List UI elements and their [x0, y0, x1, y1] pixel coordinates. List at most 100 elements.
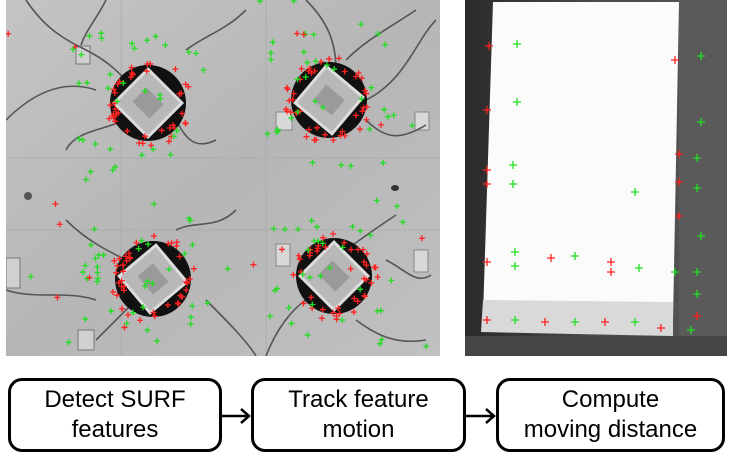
feature-marker: [355, 246, 362, 253]
track-step-line1: Track feature: [288, 386, 429, 413]
feature-marker: [308, 294, 315, 301]
feature-marker: [186, 276, 193, 283]
feature-marker: [98, 35, 105, 42]
feature-marker: [358, 75, 365, 82]
feature-marker: [187, 217, 194, 224]
feature-marker: [87, 168, 94, 175]
feature-marker: [331, 66, 338, 73]
feature-marker: [144, 278, 151, 285]
feature-marker: [355, 69, 362, 76]
feature-marker: [271, 287, 278, 294]
feature-marker: [141, 88, 148, 95]
feature-marker: [140, 304, 147, 311]
feature-marker: [151, 313, 158, 320]
feature-marker: [108, 307, 115, 314]
feature-marker: [361, 258, 368, 265]
feature-marker: [675, 150, 683, 158]
feature-marker: [133, 239, 140, 246]
feature-marker: [309, 301, 316, 308]
feature-marker: [399, 219, 406, 226]
feature-marker: [120, 80, 127, 87]
feature-marker: [94, 263, 101, 270]
feature-marker: [114, 98, 121, 105]
feature-marker: [122, 253, 129, 260]
feature-marker: [267, 49, 274, 56]
feature-marker: [224, 265, 231, 272]
feature-marker: [92, 141, 99, 148]
feature-marker: [374, 274, 381, 281]
feature-marker: [361, 275, 368, 282]
feature-marker: [118, 277, 125, 284]
feature-marker: [356, 126, 363, 133]
feature-marker: [125, 250, 132, 257]
feature-marker: [351, 295, 358, 302]
feature-marker: [657, 324, 665, 332]
feature-marker: [367, 232, 374, 239]
feature-marker: [693, 184, 701, 192]
feature-marker: [384, 113, 391, 120]
feature-marker: [354, 298, 361, 305]
feature-marker: [359, 108, 366, 115]
robot-3: [115, 241, 191, 317]
feature-marker: [300, 31, 307, 38]
feature-marker: [306, 126, 313, 133]
feature-marker: [339, 317, 346, 324]
feature-marker: [111, 89, 118, 96]
feature-marker: [290, 0, 297, 5]
feature-marker: [671, 56, 679, 64]
feature-marker: [393, 203, 400, 210]
feature-marker: [335, 55, 342, 62]
compute-step-line1: Compute: [561, 386, 660, 413]
feature-marker: [388, 277, 395, 284]
feature-marker: [513, 40, 521, 48]
feature-marker: [317, 58, 324, 65]
feature-marker: [330, 309, 337, 316]
feature-marker: [368, 84, 375, 91]
feature-marker: [143, 68, 150, 75]
feature-marker: [150, 309, 157, 316]
feature-marker: [607, 258, 615, 266]
feature-marker: [513, 98, 521, 106]
feature-marker: [120, 262, 127, 269]
feature-marker: [298, 65, 305, 72]
feature-marker: [87, 241, 94, 248]
feature-marker: [511, 316, 519, 324]
feature-marker: [112, 163, 119, 170]
feature-marker: [375, 31, 382, 38]
feature-marker: [109, 166, 116, 173]
feature-marker: [144, 327, 151, 334]
feature-marker: [178, 90, 185, 97]
feature-marker: [173, 127, 180, 134]
feature-marker: [285, 304, 292, 311]
feature-marker: [189, 241, 196, 248]
feature-marker: [83, 176, 90, 183]
feature-marker: [377, 340, 384, 347]
feature-marker: [112, 106, 119, 113]
feature-marker: [182, 120, 189, 127]
feature-marker: [120, 268, 127, 275]
feature-marker: [697, 52, 705, 60]
feature-marker: [80, 137, 87, 144]
feature-marker: [319, 104, 326, 111]
feature-marker: [693, 312, 701, 320]
feature-marker: [382, 41, 389, 48]
robots-scene-graphic: [6, 0, 440, 356]
feature-marker: [360, 104, 367, 111]
feature-marker: [126, 255, 133, 262]
feature-marker: [390, 112, 397, 119]
feature-marker: [149, 280, 156, 287]
arrow-right-icon: [466, 408, 496, 424]
feature-marker: [311, 67, 318, 74]
feature-marker: [269, 39, 276, 46]
feature-marker: [320, 234, 327, 241]
compute-step-line2: moving distance: [523, 416, 698, 443]
feature-marker: [363, 250, 370, 257]
feature-marker: [274, 126, 281, 133]
feature-marker: [179, 294, 186, 301]
feature-marker: [330, 230, 337, 237]
feature-marker: [138, 152, 145, 159]
feature-marker: [409, 122, 416, 129]
feature-marker: [115, 109, 122, 116]
feature-marker: [75, 80, 82, 87]
feature-marker: [372, 264, 379, 271]
